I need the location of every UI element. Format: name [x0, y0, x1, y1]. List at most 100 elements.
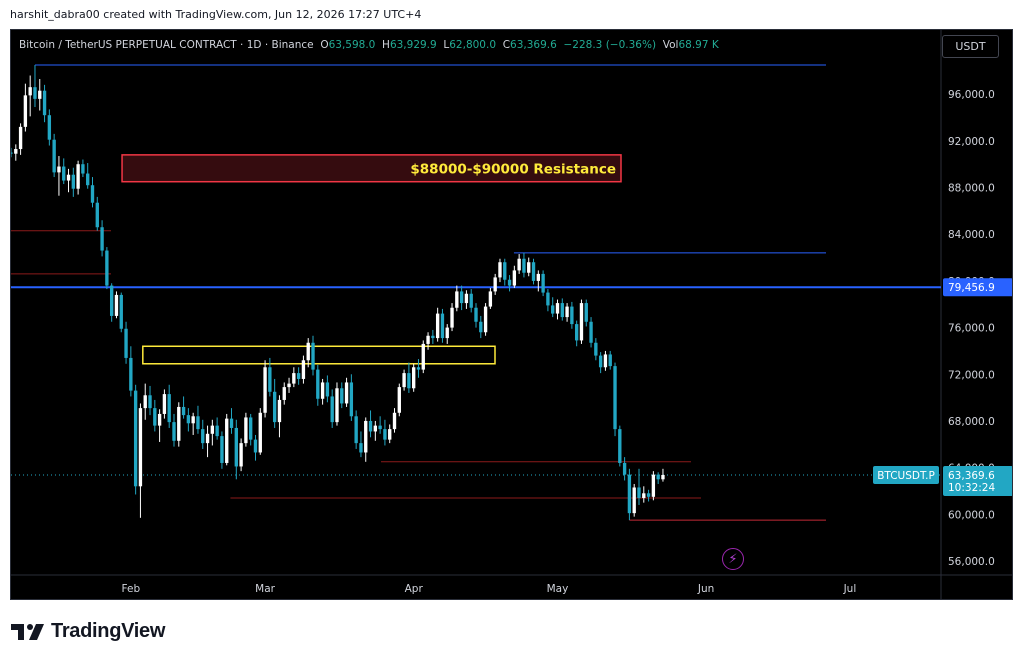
candle-body[interactable] [555, 303, 560, 314]
candle-body[interactable] [138, 408, 143, 487]
candle-body[interactable] [47, 115, 52, 140]
candle-body[interactable] [574, 324, 579, 341]
candle-body[interactable] [450, 307, 454, 328]
candle-body[interactable] [412, 367, 416, 389]
candle-body[interactable] [608, 354, 612, 367]
candle-body[interactable] [157, 413, 162, 426]
candle-body[interactable] [517, 258, 521, 271]
candle-body[interactable] [340, 388, 344, 404]
candle-body[interactable] [119, 294, 123, 329]
candle-body[interactable] [522, 258, 526, 273]
candle-body[interactable] [498, 262, 502, 278]
candle-body[interactable] [18, 126, 23, 150]
candle-body[interactable] [637, 487, 641, 498]
candle-body[interactable] [81, 164, 85, 174]
candle-body[interactable] [407, 373, 411, 389]
candle-body[interactable] [598, 355, 603, 368]
resistance-zone[interactable] [121, 154, 622, 183]
candle-body[interactable] [493, 277, 497, 292]
lightning-icon[interactable]: ⚡ [722, 548, 744, 570]
candle-body[interactable] [421, 343, 425, 370]
candle-body[interactable] [311, 342, 315, 370]
candle-body[interactable] [364, 420, 368, 453]
candle-body[interactable] [162, 394, 167, 414]
candle-body[interactable] [479, 321, 483, 333]
candle-body[interactable] [196, 416, 200, 430]
candle-body[interactable] [426, 335, 430, 344]
candle-body[interactable] [234, 427, 238, 467]
candle-body[interactable] [23, 95, 28, 127]
candle-body[interactable] [661, 474, 665, 480]
candle-body[interactable] [503, 262, 507, 280]
candle-body[interactable] [225, 418, 229, 463]
candle-body[interactable] [474, 307, 478, 322]
candle-body[interactable] [378, 425, 382, 430]
candle-body[interactable] [541, 273, 545, 293]
candle-body[interactable] [201, 429, 205, 444]
currency-button[interactable]: USDT [942, 35, 999, 58]
candle-body[interactable] [359, 443, 363, 453]
candle-body[interactable] [66, 174, 71, 181]
candle-body[interactable] [527, 262, 531, 273]
candle-body[interactable] [220, 436, 224, 463]
candle-body[interactable] [373, 425, 378, 432]
candle-body[interactable] [656, 474, 660, 480]
candle-body[interactable] [181, 406, 186, 416]
candle-body[interactable] [455, 291, 459, 308]
candle-body[interactable] [335, 388, 339, 423]
candle-body[interactable] [90, 185, 95, 203]
candle-body[interactable] [512, 270, 517, 286]
candle-body[interactable] [100, 227, 104, 251]
candle-body[interactable] [383, 429, 387, 440]
candle-body[interactable] [11, 152, 13, 154]
candle-body[interactable] [435, 313, 440, 339]
candle-body[interactable] [618, 429, 622, 463]
candle-body[interactable] [416, 367, 421, 370]
candle-body[interactable] [172, 422, 176, 441]
candle-body[interactable] [191, 416, 195, 424]
candle-body[interactable] [148, 395, 152, 409]
candle-body[interactable] [603, 354, 608, 368]
candle-body[interactable] [57, 166, 61, 173]
candle-body[interactable] [565, 306, 569, 318]
candle-body[interactable] [272, 391, 277, 423]
candle-body[interactable] [306, 342, 310, 361]
candle-body[interactable] [613, 366, 617, 430]
candle-body[interactable] [488, 291, 493, 307]
candle-body[interactable] [325, 382, 330, 397]
candle-body[interactable] [14, 149, 18, 154]
candle-body[interactable] [268, 367, 272, 392]
candle-body[interactable] [186, 415, 191, 424]
candle-body[interactable] [368, 420, 373, 432]
candle-body[interactable] [292, 373, 296, 384]
candle-body[interactable] [86, 173, 90, 186]
candle-body[interactable] [589, 321, 593, 343]
candle-body[interactable] [133, 390, 138, 487]
candle-body[interactable] [177, 406, 181, 441]
candle-body[interactable] [464, 293, 469, 304]
candle-body[interactable] [594, 342, 598, 356]
candle-body[interactable] [129, 357, 133, 391]
candle-body[interactable] [483, 306, 488, 333]
candle-body[interactable] [536, 273, 540, 281]
candle-body[interactable] [282, 387, 286, 400]
candle-body[interactable] [570, 306, 574, 325]
candle-body[interactable] [627, 474, 632, 514]
candle-body[interactable] [397, 387, 401, 413]
candle-body[interactable] [642, 493, 646, 498]
candle-body[interactable] [551, 305, 555, 314]
candle-body[interactable] [42, 90, 47, 116]
candle-body[interactable] [229, 418, 234, 428]
candle-body[interactable] [330, 396, 334, 423]
candle-body[interactable] [440, 313, 445, 339]
candle-body[interactable] [52, 139, 56, 173]
candle-body[interactable] [388, 429, 392, 440]
candle-body[interactable] [646, 493, 651, 497]
candle-body[interactable] [28, 87, 32, 96]
candle-body[interactable] [143, 395, 147, 409]
candle-body[interactable] [296, 373, 301, 379]
candle-body[interactable] [105, 250, 109, 286]
support-zone[interactable] [142, 345, 496, 365]
candle-body[interactable] [205, 433, 210, 444]
candle-body[interactable] [249, 417, 253, 440]
